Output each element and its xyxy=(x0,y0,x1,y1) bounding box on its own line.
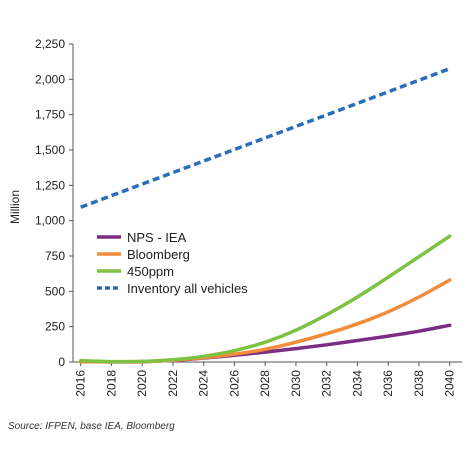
x-tick-label: 2028 xyxy=(258,370,272,397)
x-tick-label: 2040 xyxy=(443,370,457,397)
x-tick-label: 2024 xyxy=(197,370,211,397)
x-tick-label: 2018 xyxy=(104,370,118,397)
y-tick-label: 0 xyxy=(58,355,65,369)
y-tick-label: 500 xyxy=(45,284,65,298)
legend-label: Bloomberg xyxy=(127,247,190,262)
y-tick-label: 2,000 xyxy=(35,72,65,86)
y-axis-title: Million xyxy=(8,190,22,224)
y-tick-label: 1,250 xyxy=(35,178,65,192)
x-tick-label: 2020 xyxy=(135,370,149,397)
x-tick-label: 2016 xyxy=(74,370,88,397)
y-tick-label: 1,500 xyxy=(35,143,65,157)
legend-label: Inventory all vehicles xyxy=(127,281,248,296)
legend-label: NPS - IEA xyxy=(127,230,187,245)
legend-label: 450ppm xyxy=(127,264,174,279)
source-note: Source: IFPEN, base IEA, Bloomberg xyxy=(8,421,175,432)
y-tick-label: 1,000 xyxy=(35,214,65,228)
x-tick-label: 2022 xyxy=(166,370,180,397)
y-tick-label: 2,250 xyxy=(35,37,65,51)
y-tick-label: 1,750 xyxy=(35,108,65,122)
series-line-inventory-all-vehicles xyxy=(80,67,451,209)
y-tick-label: 250 xyxy=(45,320,65,334)
y-tick-label: 750 xyxy=(45,249,65,263)
x-tick-label: 2036 xyxy=(381,370,395,397)
x-tick-label: 2038 xyxy=(412,370,426,397)
series-line-450ppm xyxy=(78,234,452,364)
x-tick-label: 2032 xyxy=(320,370,334,397)
x-tick-label: 2026 xyxy=(227,370,241,397)
x-tick-label: 2034 xyxy=(350,370,364,397)
x-tick-label: 2030 xyxy=(289,370,303,397)
